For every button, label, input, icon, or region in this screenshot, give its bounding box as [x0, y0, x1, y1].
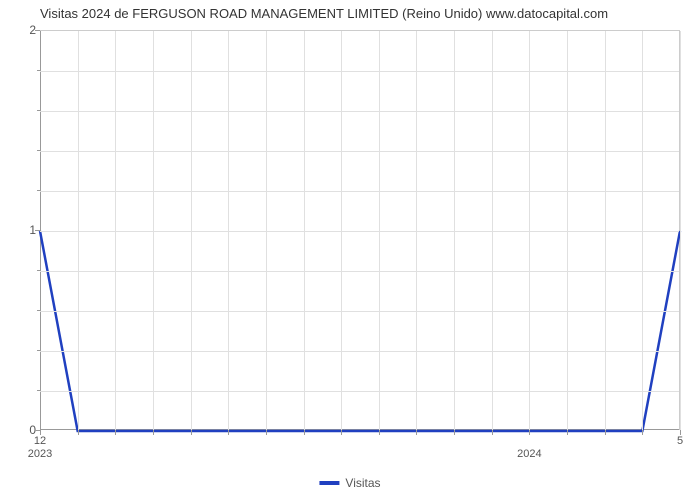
y-minor-tick: [37, 350, 40, 351]
legend-label: Visitas: [345, 476, 380, 490]
gridline-v: [416, 31, 417, 430]
gridline-v: [642, 31, 643, 430]
x-tick-mark: [153, 430, 154, 435]
x-year-label: 2023: [28, 448, 52, 460]
plot-area: [40, 30, 680, 430]
y-tick-label: 0: [6, 423, 36, 437]
y-minor-tick: [37, 270, 40, 271]
x-tick-mark: [605, 430, 606, 435]
x-tick-mark: [454, 430, 455, 435]
gridline-h: [40, 111, 679, 112]
x-year-label: 2024: [517, 448, 541, 460]
x-tick-label: 12: [34, 435, 46, 447]
gridline-h: [40, 151, 679, 152]
gridline-h: [40, 231, 679, 232]
y-minor-tick: [37, 310, 40, 311]
x-tick-mark: [529, 430, 530, 435]
gridline-v: [454, 31, 455, 430]
x-tick-mark: [228, 430, 229, 435]
x-tick-mark: [78, 430, 79, 435]
gridline-v: [567, 31, 568, 430]
gridline-h: [40, 271, 679, 272]
x-tick-mark: [341, 430, 342, 435]
x-tick-mark: [492, 430, 493, 435]
gridline-v: [680, 31, 681, 430]
y-minor-tick: [37, 230, 40, 231]
y-minor-tick: [37, 110, 40, 111]
x-tick-mark: [115, 430, 116, 435]
x-tick-mark: [379, 430, 380, 435]
gridline-h: [40, 191, 679, 192]
legend-swatch: [319, 481, 339, 485]
gridline-v: [115, 31, 116, 430]
y-minor-tick: [37, 70, 40, 71]
x-tick-mark: [567, 430, 568, 435]
x-tick-mark: [304, 430, 305, 435]
x-tick-mark: [416, 430, 417, 435]
x-tick-mark: [642, 430, 643, 435]
x-tick-label: 5: [677, 435, 683, 447]
gridline-v: [492, 31, 493, 430]
x-tick-mark: [191, 430, 192, 435]
gridline-v: [605, 31, 606, 430]
y-tick-label: 1: [6, 223, 36, 237]
gridline-h: [40, 351, 679, 352]
gridline-h: [40, 391, 679, 392]
y-tick-label: 2: [6, 23, 36, 37]
gridline-v: [341, 31, 342, 430]
gridline-v: [304, 31, 305, 430]
gridline-v: [228, 31, 229, 430]
y-minor-tick: [37, 190, 40, 191]
gridline-h: [40, 71, 679, 72]
gridline-h: [40, 311, 679, 312]
gridline-v: [153, 31, 154, 430]
y-minor-tick: [37, 390, 40, 391]
legend: Visitas: [319, 476, 380, 490]
gridline-v: [78, 31, 79, 430]
x-tick-mark: [266, 430, 267, 435]
chart-title: Visitas 2024 de FERGUSON ROAD MANAGEMENT…: [40, 6, 608, 21]
gridline-v: [191, 31, 192, 430]
gridline-v: [529, 31, 530, 430]
gridline-v: [379, 31, 380, 430]
y-tick-mark: [35, 30, 40, 31]
gridline-v: [266, 31, 267, 430]
y-minor-tick: [37, 150, 40, 151]
